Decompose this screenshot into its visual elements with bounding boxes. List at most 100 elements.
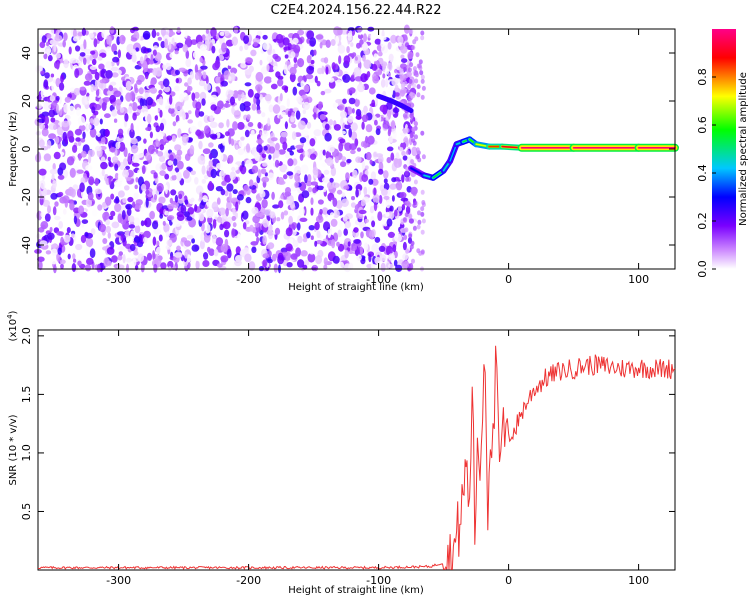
noise-blob: [89, 118, 94, 124]
noise-blob: [57, 174, 65, 180]
noise-blob: [394, 92, 400, 97]
noise-blob: [420, 249, 425, 255]
noise-blob: [248, 179, 254, 187]
x-tick-label: 0: [505, 273, 512, 286]
noise-blob: [331, 131, 336, 138]
noise-blob: [111, 72, 119, 78]
noise-blob: [402, 155, 408, 161]
noise-blob: [76, 169, 84, 174]
noise-blob: [141, 165, 146, 175]
noise-blob: [194, 64, 198, 74]
noise-blob: [261, 98, 265, 103]
colorbar-tick-label: 0.4: [696, 164, 709, 182]
noise-blob: [315, 240, 323, 245]
noise-blob: [66, 176, 73, 187]
noise-blob: [348, 128, 353, 138]
noise-blob: [81, 27, 86, 36]
noise-blob: [169, 154, 174, 162]
y-tick-label: 1.5: [20, 386, 33, 404]
noise-blob: [318, 101, 323, 111]
noise-blob: [350, 202, 356, 208]
noise-blob: [412, 140, 417, 146]
noise-blob: [157, 151, 164, 157]
noise-blob: [220, 80, 228, 87]
noise-blob: [125, 165, 130, 170]
noise-blob: [256, 144, 263, 153]
noise-blob: [211, 45, 216, 54]
noise-blob: [190, 170, 196, 176]
noise-blob: [171, 174, 177, 181]
noise-blob: [153, 194, 158, 201]
noise-blob: [344, 249, 349, 259]
noise-blob: [132, 258, 137, 267]
noise-blob: [50, 243, 58, 248]
noise-blob: [93, 38, 98, 48]
noise-blob: [79, 52, 86, 57]
noise-blob: [385, 261, 391, 270]
noise-blob: [109, 81, 117, 86]
noise-blob: [68, 46, 72, 55]
noise-blob: [108, 215, 114, 220]
noise-blob: [177, 214, 185, 222]
noise-blob: [202, 59, 206, 66]
noise-blob: [163, 56, 167, 66]
noise-blob: [301, 94, 308, 100]
noise-blob: [51, 173, 55, 181]
noise-blob: [153, 45, 158, 50]
noise-blob: [165, 231, 170, 238]
noise-blob: [46, 140, 52, 149]
noise-blob: [292, 240, 299, 248]
noise-blob: [347, 115, 354, 124]
noise-blob: [142, 30, 151, 40]
noise-blob: [271, 76, 278, 83]
noise-blob: [331, 62, 336, 70]
noise-blob: [227, 60, 235, 67]
noise-blob: [94, 71, 100, 81]
noise-blob: [115, 99, 122, 106]
noise-blob: [241, 210, 249, 220]
noise-blob: [66, 227, 71, 234]
noise-blob: [216, 162, 224, 169]
noise-blob: [204, 204, 208, 209]
noise-blob: [413, 179, 418, 185]
noise-blob: [308, 246, 316, 255]
noise-blob: [202, 260, 210, 267]
noise-blob: [309, 37, 317, 47]
noise-blob: [54, 34, 63, 42]
noise-blob: [180, 204, 187, 214]
noise-blob: [115, 141, 121, 150]
noise-blob: [197, 120, 203, 128]
noise-blob: [374, 236, 381, 243]
noise-blob: [129, 48, 137, 56]
noise-blob: [138, 176, 144, 187]
noise-blob: [159, 156, 166, 163]
noise-blob: [418, 59, 423, 65]
noise-blob: [374, 119, 378, 126]
noise-blob: [195, 108, 200, 118]
colorbar-tick-label: 0.0: [696, 260, 709, 278]
noise-blob: [254, 93, 260, 99]
noise-blob: [39, 41, 46, 49]
noise-blob: [97, 204, 103, 211]
noise-blob: [184, 82, 189, 87]
noise-blob: [195, 129, 202, 137]
noise-blob: [220, 255, 229, 263]
noise-blob: [295, 110, 301, 120]
noise-blob: [356, 147, 362, 152]
noise-blob: [357, 83, 365, 93]
noise-blob: [297, 29, 305, 36]
noise-blob: [305, 74, 314, 80]
noise-blob: [53, 124, 57, 130]
noise-blob: [43, 153, 52, 162]
noise-blob: [238, 140, 245, 148]
snr-panel: -300 -200 -100 0 100 0.5 1.0 1.5 2.0 Height of …: [6, 310, 676, 596]
noise-blob: [262, 34, 268, 40]
noise-blob: [244, 82, 252, 87]
noise-blob: [169, 52, 175, 59]
noise-blob: [187, 194, 196, 205]
noise-blob: [231, 36, 238, 46]
noise-blob: [289, 201, 295, 209]
noise-blob: [268, 146, 276, 154]
noise-blob: [413, 200, 417, 206]
noise-blob: [406, 89, 411, 95]
